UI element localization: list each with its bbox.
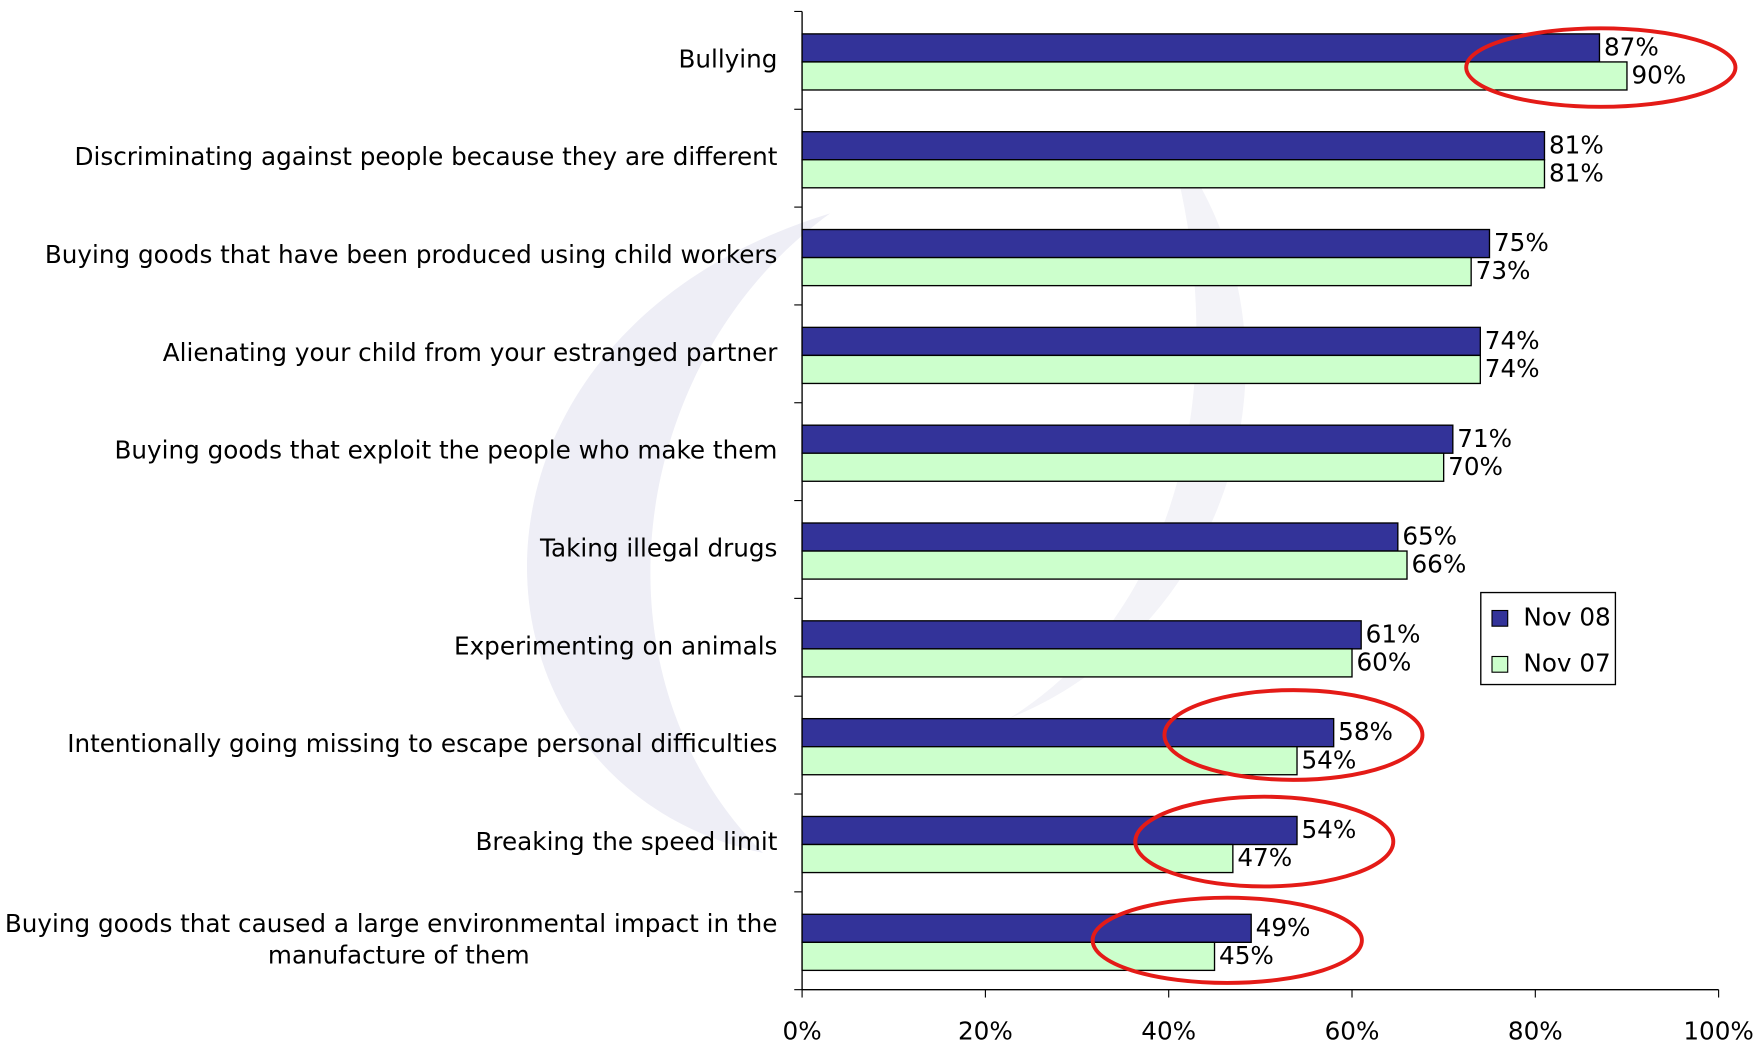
bar	[801, 424, 1454, 454]
category-label: Alienating your child from your estrange…	[163, 338, 778, 367]
value-label: 54%	[1302, 815, 1357, 844]
x-tick-label: 40%	[1141, 1016, 1196, 1045]
category-label: Taking illegal drugs	[539, 533, 777, 562]
value-label: 81%	[1549, 158, 1604, 187]
bar	[801, 326, 1481, 357]
value-label: 58%	[1338, 717, 1393, 746]
highlight-ellipse	[1090, 895, 1364, 985]
bar	[801, 256, 1472, 287]
value-label: 75%	[1494, 228, 1549, 257]
value-label: 70%	[1448, 452, 1503, 481]
bar	[801, 452, 1445, 482]
value-label: 90%	[1631, 61, 1686, 90]
category-label: Buying goods that caused a large environ…	[5, 909, 778, 969]
legend: Nov 08 Nov 07	[1480, 591, 1617, 686]
value-label: 87%	[1604, 32, 1659, 61]
value-label: 66%	[1411, 550, 1466, 579]
bar	[801, 648, 1353, 678]
x-tick-label: 80%	[1508, 1016, 1563, 1045]
value-label: 45%	[1219, 941, 1274, 970]
bar	[801, 131, 1546, 161]
category-label: Intentionally going missing to escape pe…	[67, 729, 777, 758]
bar	[801, 843, 1234, 874]
bar	[801, 228, 1491, 259]
bar	[801, 522, 1399, 552]
bar	[801, 717, 1335, 748]
legend-label: Nov 07	[1523, 648, 1610, 677]
value-label: 74%	[1485, 326, 1540, 355]
value-label: 81%	[1549, 130, 1604, 159]
legend-label: Nov 08	[1523, 602, 1610, 631]
category-label: Buying goods that have been produced usi…	[45, 240, 778, 269]
bar	[801, 913, 1252, 944]
bar	[801, 941, 1216, 972]
category-label: Bullying	[678, 44, 777, 73]
highlight-ellipse	[1162, 688, 1425, 782]
value-label: 49%	[1256, 913, 1311, 942]
x-tick-label: 0%	[783, 1016, 822, 1045]
value-label: 61%	[1366, 619, 1421, 648]
value-label: 47%	[1237, 843, 1292, 872]
value-label: 60%	[1356, 647, 1411, 676]
category-label: Discriminating against people because th…	[75, 142, 778, 171]
bar	[801, 620, 1362, 650]
value-label: 65%	[1402, 522, 1457, 551]
x-tick-label: 100%	[1683, 1016, 1754, 1045]
bar	[801, 815, 1298, 846]
bar	[801, 746, 1298, 776]
category-label: Buying goods that exploit the people who…	[115, 436, 778, 465]
category-label: Experimenting on animals	[454, 631, 777, 660]
value-label: 71%	[1457, 424, 1512, 453]
watermark	[526, 213, 831, 853]
legend-swatch	[1491, 655, 1509, 673]
highlight-ellipse	[1133, 794, 1396, 889]
value-label: 74%	[1485, 354, 1540, 383]
bar	[801, 354, 1481, 385]
value-label: 73%	[1476, 256, 1531, 285]
x-tick-label: 20%	[958, 1016, 1013, 1045]
bar	[801, 159, 1546, 189]
bar	[801, 550, 1408, 580]
highlight-ellipse	[1464, 26, 1738, 109]
category-label: Breaking the speed limit	[476, 827, 778, 856]
value-label: 54%	[1302, 745, 1357, 774]
bar	[801, 61, 1628, 91]
legend-swatch	[1491, 609, 1509, 627]
x-tick-label: 60%	[1325, 1016, 1380, 1045]
